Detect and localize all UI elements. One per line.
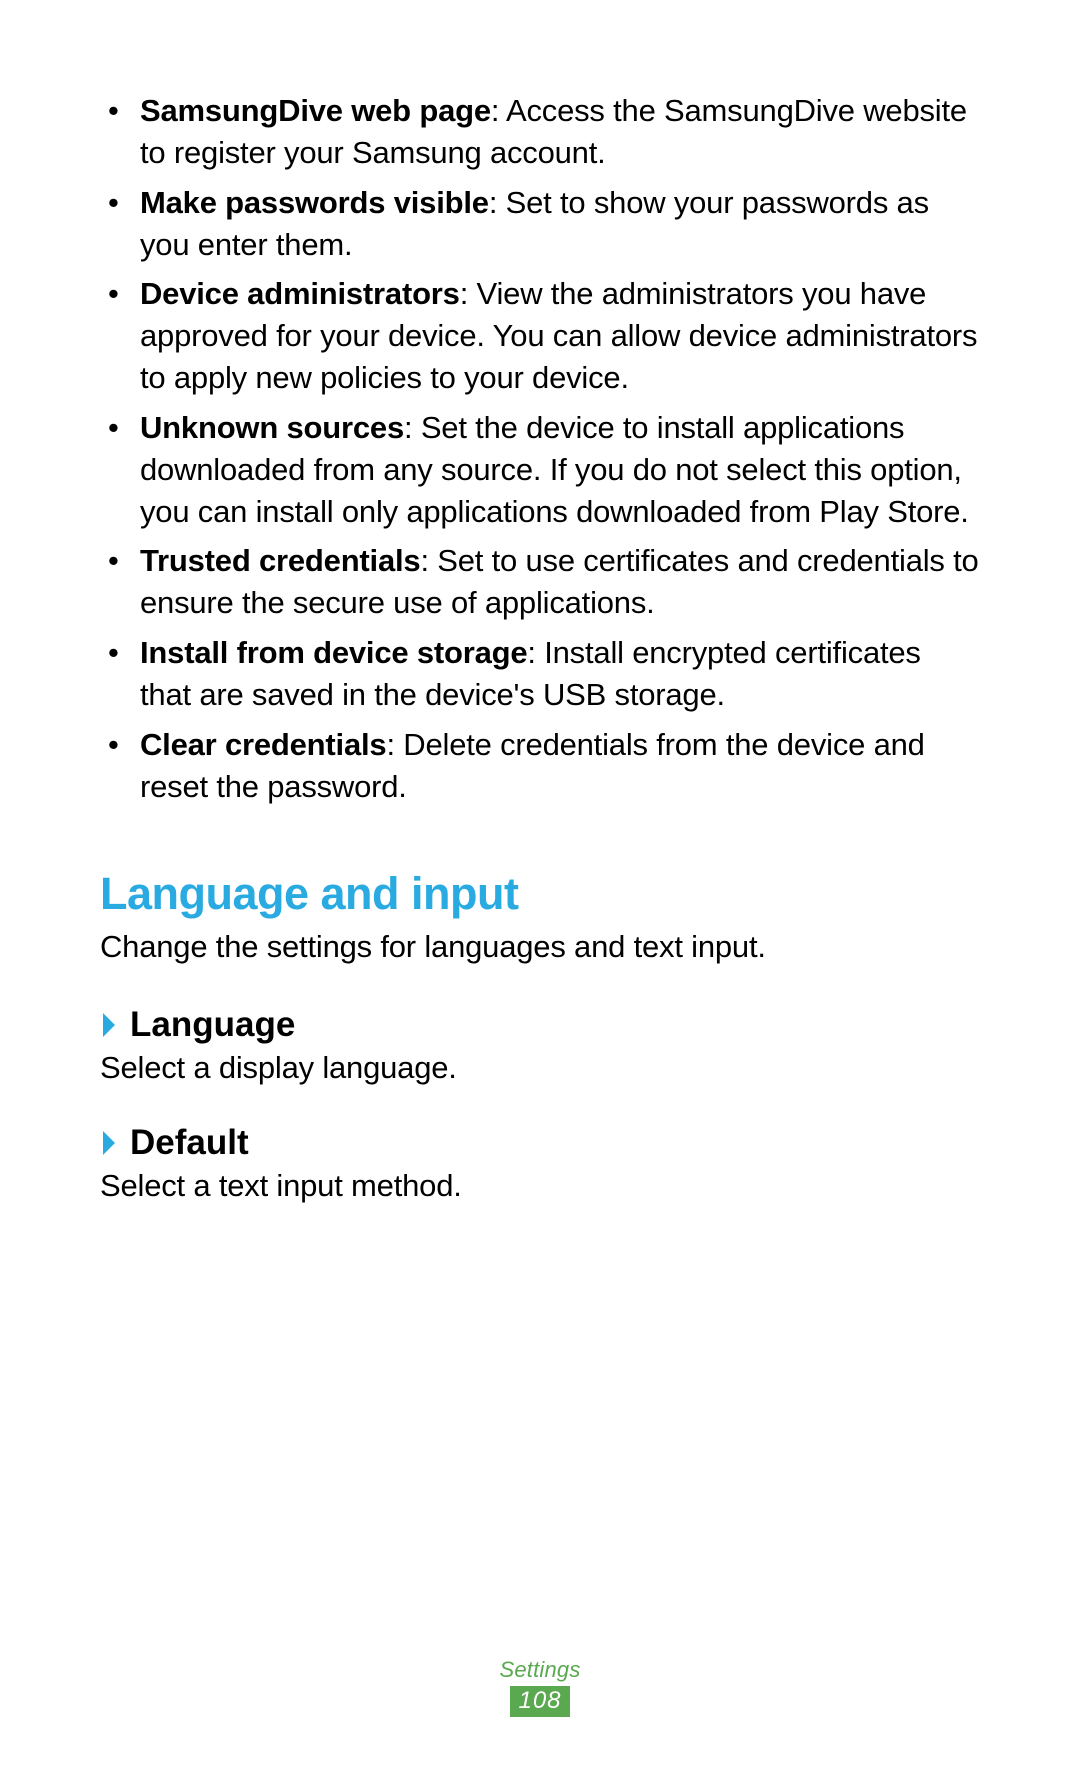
- bullet-list: SamsungDive web page: Access the Samsung…: [100, 90, 980, 808]
- subsection-title: Language: [130, 1005, 295, 1045]
- subsection-body: Select a display language.: [100, 1047, 980, 1089]
- term: Install from device storage: [140, 635, 527, 670]
- list-item: Clear credentials: Delete credentials fr…: [100, 724, 980, 808]
- document-page: SamsungDive web page: Access the Samsung…: [0, 0, 1080, 1771]
- subsection: Language Select a display language.: [100, 1005, 980, 1089]
- list-item: Trusted credentials: Set to use certific…: [100, 540, 980, 624]
- subsection-heading: Default: [100, 1123, 980, 1163]
- list-item: SamsungDive web page: Access the Samsung…: [100, 90, 980, 174]
- term: Clear credentials: [140, 727, 386, 762]
- list-item: Unknown sources: Set the device to insta…: [100, 407, 980, 533]
- page-footer: Settings 108: [0, 1658, 1080, 1717]
- subsection: Default Select a text input method.: [100, 1123, 980, 1207]
- subsection-heading: Language: [100, 1005, 980, 1045]
- list-item: Install from device storage: Install enc…: [100, 632, 980, 716]
- list-item: Device administrators: View the administ…: [100, 273, 980, 399]
- section-heading: Language and input: [100, 868, 980, 920]
- list-item: Make passwords visible: Set to show your…: [100, 182, 980, 266]
- subsection-title: Default: [130, 1123, 249, 1163]
- footer-section-label: Settings: [0, 1658, 1080, 1682]
- term: Trusted credentials: [140, 543, 420, 578]
- chevron-right-icon: [100, 1011, 120, 1039]
- term: Make passwords visible: [140, 185, 489, 220]
- section-lead: Change the settings for languages and te…: [100, 926, 980, 968]
- subsection-body: Select a text input method.: [100, 1165, 980, 1207]
- chevron-right-icon: [100, 1129, 120, 1157]
- page-number-badge: 108: [510, 1686, 569, 1717]
- term: Device administrators: [140, 276, 460, 311]
- term: Unknown sources: [140, 410, 404, 445]
- term: SamsungDive web page: [140, 93, 491, 128]
